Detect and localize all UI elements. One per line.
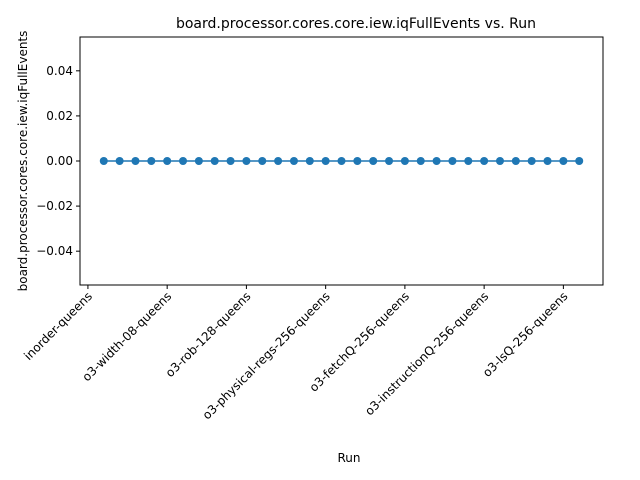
data-point <box>337 157 346 165</box>
data-point <box>115 157 124 165</box>
data-point <box>511 157 520 165</box>
y-tick-label: −0.04 <box>36 244 73 258</box>
y-axis-label: board.processor.cores.core.iew.iqFullEve… <box>16 31 30 292</box>
y-axis: −0.04 −0.02 0.00 0.02 0.04 <box>36 64 80 258</box>
y-tick-label: 0.02 <box>46 109 73 123</box>
y-tick-label: 0.00 <box>46 154 73 168</box>
data-point <box>543 157 552 165</box>
data-point <box>527 157 536 165</box>
x-axis-label: Run <box>337 451 360 465</box>
axes-frame <box>79 36 604 286</box>
data-point <box>242 157 251 165</box>
data-point <box>321 157 330 165</box>
data-point <box>131 157 140 165</box>
data-point <box>495 157 504 165</box>
data-point <box>480 157 489 165</box>
data-point <box>448 157 457 165</box>
data-point <box>400 157 409 165</box>
plot-area <box>99 157 584 165</box>
chart-title: board.processor.cores.core.iew.iqFullEve… <box>176 16 536 32</box>
data-point <box>179 157 188 165</box>
data-point <box>289 157 298 165</box>
data-point <box>464 157 473 165</box>
y-tick-label: −0.02 <box>36 199 73 213</box>
data-point <box>210 157 219 165</box>
data-point <box>147 157 156 165</box>
data-point <box>274 157 283 165</box>
data-point <box>353 157 362 165</box>
data-point <box>226 157 235 165</box>
data-point <box>575 157 584 165</box>
data-point <box>385 157 394 165</box>
y-tick-label: 0.04 <box>46 64 73 78</box>
data-point <box>99 157 108 165</box>
data-point <box>369 157 378 165</box>
data-point <box>432 157 441 165</box>
data-point <box>258 157 267 165</box>
data-point <box>416 157 425 165</box>
data-point <box>163 157 172 165</box>
data-point <box>305 157 314 165</box>
data-point <box>559 157 568 165</box>
data-point <box>194 157 203 165</box>
